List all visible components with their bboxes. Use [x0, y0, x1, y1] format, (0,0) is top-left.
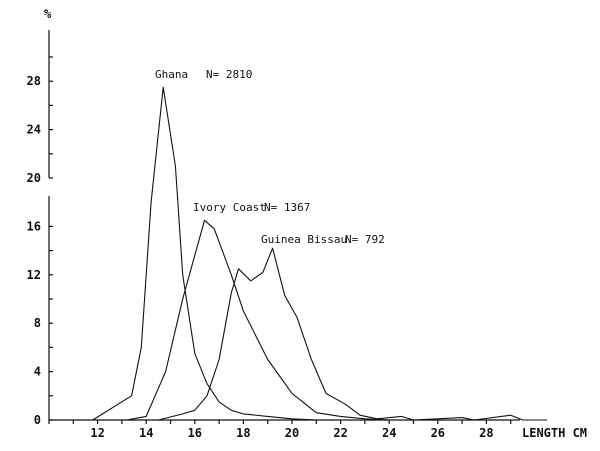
- x-tick-label: 24: [382, 426, 396, 440]
- series-label-name: Ivory Coast: [193, 201, 266, 214]
- x-tick-label: 20: [285, 426, 299, 440]
- y-tick-label: 24: [27, 123, 41, 137]
- y-tick-label: 20: [27, 171, 41, 185]
- y-tick-label: 12: [27, 268, 41, 282]
- series-line-guinea-bissau: [158, 247, 548, 421]
- y-tick-label: 0: [34, 413, 41, 427]
- x-tick-label: 12: [90, 426, 104, 440]
- series-line-ivory-coast: [126, 219, 390, 421]
- x-tick-label: 28: [479, 426, 493, 440]
- series-label-n: N= 1367: [264, 201, 310, 214]
- y-tick-label: 4: [34, 365, 41, 379]
- x-tick-label: 16: [188, 426, 202, 440]
- y-axis-label: %: [44, 7, 52, 21]
- x-tick-label: 22: [333, 426, 347, 440]
- x-axis-label: LENGTH CM: [522, 426, 587, 440]
- x-axis: 12 14 16 18 20 22 24 26 28 LENGTH CM: [48, 419, 587, 440]
- y-tick-label: 8: [34, 316, 41, 330]
- series-label-name: Guinea Bissau: [261, 233, 347, 246]
- x-tick-label: 14: [139, 426, 153, 440]
- series-line-ghana: [92, 86, 317, 421]
- series-label-n: N= 792: [345, 233, 385, 246]
- y-tick-label: 16: [27, 219, 41, 233]
- y-tick-label: 28: [27, 74, 41, 88]
- x-tick-label: 26: [431, 426, 445, 440]
- y-axis: 0 4 8 12 16 20 24 28: [27, 30, 53, 427]
- series-lines: [92, 86, 548, 421]
- series-label-n: N= 2810: [206, 68, 252, 81]
- series-label-name: Ghana: [155, 68, 188, 81]
- x-tick-label: 18: [236, 426, 250, 440]
